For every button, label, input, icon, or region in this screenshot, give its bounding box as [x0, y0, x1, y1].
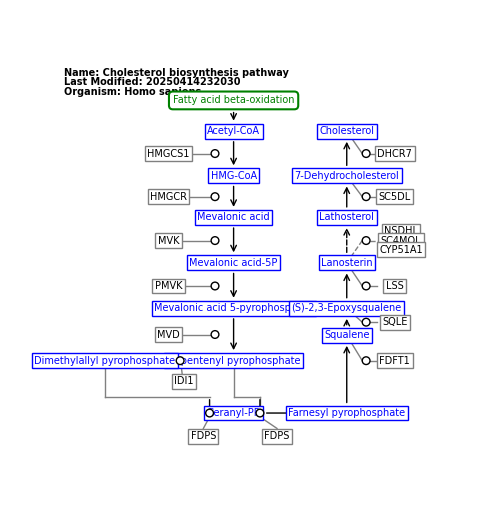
- Text: CYP51A1: CYP51A1: [379, 245, 423, 255]
- Text: Last Modified: 20250414232030: Last Modified: 20250414232030: [64, 77, 240, 87]
- Text: HMG-CoA: HMG-CoA: [211, 171, 257, 181]
- Text: Mevalonic acid-5P: Mevalonic acid-5P: [190, 258, 278, 268]
- Text: Cholesterol: Cholesterol: [319, 126, 374, 136]
- Text: isopentenyl pyrophosphate: isopentenyl pyrophosphate: [167, 356, 300, 366]
- Circle shape: [211, 193, 219, 201]
- Circle shape: [362, 282, 370, 290]
- Text: HMGCR: HMGCR: [150, 191, 187, 202]
- Text: NSDHL: NSDHL: [384, 227, 418, 236]
- Text: IDI1: IDI1: [174, 377, 194, 386]
- Circle shape: [256, 409, 264, 417]
- Circle shape: [362, 193, 370, 201]
- Text: SC4MOL: SC4MOL: [381, 236, 421, 246]
- Text: Mevalonic acid: Mevalonic acid: [197, 213, 270, 222]
- Circle shape: [206, 409, 214, 417]
- Circle shape: [176, 357, 184, 364]
- Circle shape: [211, 282, 219, 290]
- Text: DHCR7: DHCR7: [377, 149, 412, 158]
- Text: Lanosterin: Lanosterin: [321, 258, 372, 268]
- Circle shape: [211, 331, 219, 338]
- Text: PMVK: PMVK: [155, 281, 182, 291]
- Text: 7-Dehydrocholesterol: 7-Dehydrocholesterol: [294, 171, 399, 181]
- Text: Fatty acid beta-oxidation: Fatty acid beta-oxidation: [173, 95, 294, 105]
- Text: MVD: MVD: [157, 330, 180, 340]
- Text: Mevalonic acid 5-pyrophosphate: Mevalonic acid 5-pyrophosphate: [154, 303, 313, 313]
- Text: MVK: MVK: [158, 236, 179, 246]
- Text: FDFT1: FDFT1: [379, 356, 410, 366]
- Text: Geranyl-PP: Geranyl-PP: [207, 408, 261, 418]
- Text: Organism: Homo sapiens: Organism: Homo sapiens: [64, 87, 201, 96]
- Text: Lathosterol: Lathosterol: [319, 213, 374, 222]
- Text: Dimethylallyl pyrophosphate: Dimethylallyl pyrophosphate: [35, 356, 176, 366]
- Text: HMGCS1: HMGCS1: [147, 149, 190, 158]
- Text: Squalene: Squalene: [324, 330, 370, 340]
- Circle shape: [362, 237, 370, 245]
- Text: Farnesyl pyrophosphate: Farnesyl pyrophosphate: [288, 408, 405, 418]
- Text: Acetyl-CoA: Acetyl-CoA: [207, 126, 260, 136]
- Circle shape: [211, 237, 219, 245]
- Text: (S)-2,3-Epoxysqualene: (S)-2,3-Epoxysqualene: [292, 303, 402, 313]
- Text: FDPS: FDPS: [264, 431, 290, 441]
- Text: SQLE: SQLE: [382, 317, 408, 327]
- Text: LSS: LSS: [386, 281, 404, 291]
- Circle shape: [362, 357, 370, 364]
- Circle shape: [362, 150, 370, 157]
- Circle shape: [211, 150, 219, 157]
- Text: SC5DL: SC5DL: [379, 191, 411, 202]
- Circle shape: [362, 318, 370, 326]
- Text: FDPS: FDPS: [191, 431, 216, 441]
- Text: Name: Cholesterol biosynthesis pathway: Name: Cholesterol biosynthesis pathway: [64, 68, 289, 78]
